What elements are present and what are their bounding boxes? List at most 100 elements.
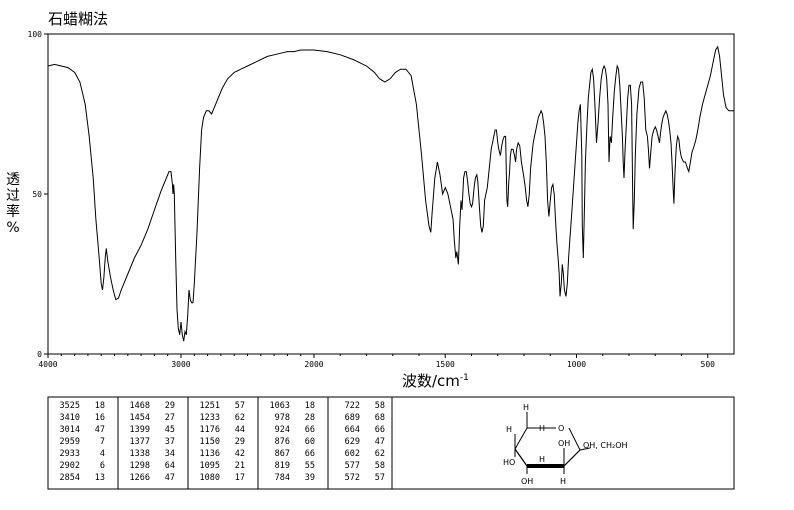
peak-wavenumber: 629 [345,437,360,447]
peak-wavenumber: 819 [275,461,290,471]
peak-wavenumber: 1063 [270,401,290,411]
peak-transmittance: 47 [95,425,105,435]
x-axis-label-text: 波数/cm [402,372,460,390]
peak-wavenumber: 1080 [200,473,220,483]
x-axis-ticks: 4000 3000 2000 1500 1000 500 [38,354,715,369]
peak-transmittance: 68 [375,413,385,423]
peak-wavenumber: 3525 [60,401,80,411]
y-tick-label: 0 [37,350,42,359]
peak-transmittance: 47 [375,437,385,447]
x-tick-label: 1000 [567,360,586,369]
peak-wavenumber: 3014 [60,425,80,435]
peak-wavenumber: 689 [345,413,360,423]
peak-wavenumber: 2902 [60,461,80,471]
peak-transmittance: 34 [165,449,175,459]
molecular-structure: H H H O OH OH, CH₂OH HO H OH H [503,403,628,486]
y-tick-label: 50 [32,190,42,199]
peak-transmittance: 57 [235,401,245,411]
structure-label: H [506,425,512,434]
peak-transmittance: 18 [305,401,315,411]
peak-table-frame [47,396,735,490]
peak-transmittance: 4 [100,449,105,459]
peak-wavenumber: 924 [275,425,290,435]
x-tick-label: 2000 [304,360,323,369]
peak-wavenumber: 1338 [130,449,150,459]
peak-transmittance: 57 [375,473,385,483]
peak-wavenumber: 784 [275,473,290,483]
peak-wavenumber: 577 [345,461,360,471]
structure-label: H [560,477,566,486]
peak-table-dividers [117,397,393,489]
peak-wavenumber: 602 [345,449,360,459]
peak-transmittance: 29 [235,437,245,447]
peak-transmittance: 18 [95,401,105,411]
peak-transmittance: 47 [165,473,175,483]
peak-transmittance: 66 [375,425,385,435]
structure-label: OH [521,477,533,486]
peak-wavenumber: 1399 [130,425,150,435]
peak-wavenumber: 1233 [200,413,220,423]
peak-transmittance: 13 [95,473,105,483]
peak-transmittance: 16 [95,413,105,423]
peak-transmittance: 6 [100,461,105,471]
spectrum-line [47,45,734,342]
peak-wavenumber: 1377 [130,437,150,447]
peak-wavenumber: 2933 [60,449,80,459]
peak-wavenumber: 978 [275,413,290,423]
peak-transmittance: 37 [165,437,175,447]
peak-transmittance: 44 [235,425,245,435]
structure-label: H [539,455,545,464]
y-axis-ticks: 0 50 100 [28,30,48,359]
peak-wavenumber: 1468 [130,401,150,411]
plot-frame [47,33,735,355]
structure-label: O [558,424,564,433]
peak-wavenumber: 664 [345,425,360,435]
peak-transmittance: 27 [165,413,175,423]
peak-wavenumber: 1298 [130,461,150,471]
peak-transmittance: 58 [375,461,385,471]
structure-label: H [539,424,545,433]
y-axis-label-char: % [6,220,20,236]
x-tick-label: 3000 [171,360,190,369]
x-axis-label-exponent: -1 [459,373,469,383]
peak-wavenumber: 1136 [200,449,220,459]
y-axis-label: 透过率 % [4,172,22,236]
peak-transmittance: 39 [305,473,315,483]
peak-transmittance: 7 [100,437,105,447]
y-axis-label-char: 过 [6,188,20,204]
peak-wavenumber: 1176 [200,425,220,435]
peak-transmittance: 29 [165,401,175,411]
y-axis-label-char: 率 [6,204,20,220]
peak-transmittance: 45 [165,425,175,435]
peak-transmittance: 60 [305,437,315,447]
peak-transmittance: 66 [305,425,315,435]
y-axis-label-char: 透 [6,172,20,188]
peak-transmittance: 55 [305,461,315,471]
peak-transmittance: 17 [235,473,245,483]
peak-wavenumber: 2854 [60,473,80,483]
peak-transmittance: 62 [375,449,385,459]
peak-wavenumber: 1454 [130,413,150,423]
peak-wavenumber: 1251 [200,401,220,411]
x-axis-label: 波数/cm-1 [402,370,469,391]
peak-wavenumber: 572 [345,473,360,483]
peak-wavenumber: 1150 [200,437,220,447]
peak-transmittance: 62 [235,413,245,423]
peak-transmittance: 28 [305,413,315,423]
peak-transmittance: 21 [235,461,245,471]
peak-wavenumber: 722 [345,401,360,411]
peak-wavenumber: 1266 [130,473,150,483]
peak-transmittance: 66 [305,449,315,459]
structure-label: OH, CH₂OH [583,441,628,450]
structure-label: H [523,403,529,412]
peak-wavenumber: 1095 [200,461,220,471]
structure-label: OH [558,439,570,448]
peak-wavenumber: 867 [275,449,290,459]
x-tick-label: 500 [701,360,716,369]
x-tick-label: 4000 [38,360,57,369]
structure-label: HO [503,458,515,467]
chart-title: 石蜡糊法 [48,10,109,28]
peak-wavenumber: 2959 [60,437,80,447]
peak-transmittance: 42 [235,449,245,459]
